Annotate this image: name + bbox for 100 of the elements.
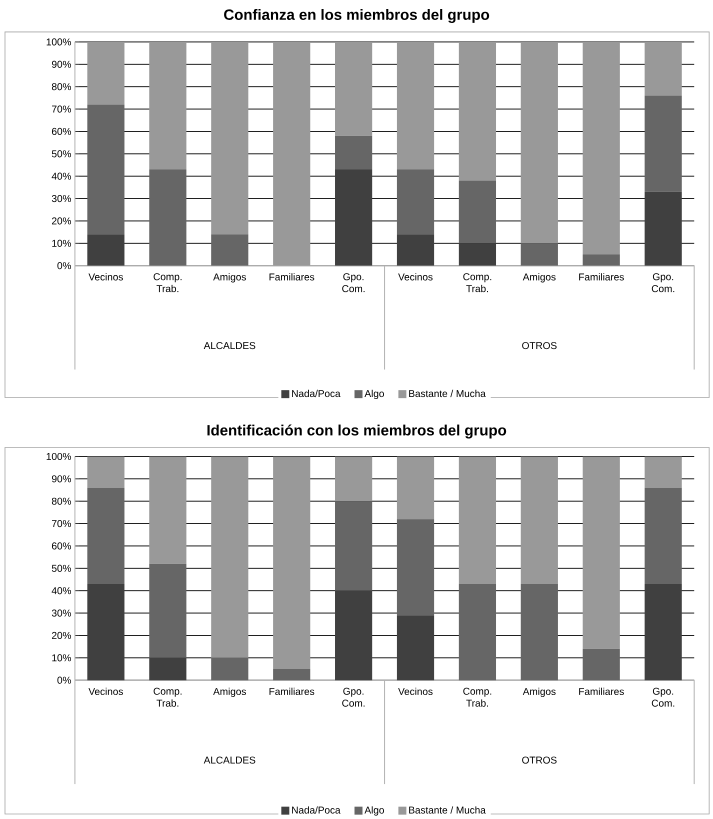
y-tick-label: 70%: [52, 520, 71, 528]
x-tick-label: Vecinos: [88, 688, 123, 696]
x-tick-label: Familiares: [579, 273, 624, 280]
bar: [334, 169, 372, 266]
bar: [273, 669, 310, 680]
bar: [149, 564, 186, 658]
x-tick-label: Amigos: [213, 688, 246, 697]
y-tick-label: 50%: [52, 564, 71, 572]
bar: [644, 96, 682, 192]
y-tick-label: 90%: [52, 475, 71, 482]
bar: [334, 136, 372, 170]
y-tick-label: 10%: [52, 240, 71, 247]
bar: [458, 456, 496, 584]
bar: [458, 243, 496, 266]
y-tick-label: 20%: [52, 217, 71, 224]
legend-label: Nada/Poca: [292, 806, 340, 814]
bar: [458, 42, 496, 181]
x-tick-label: Amigos: [213, 273, 246, 282]
y-tick-label: 30%: [52, 610, 71, 617]
bar: [396, 456, 434, 520]
bar: [334, 501, 372, 591]
x-tick-label: Gpo. Com.: [652, 273, 674, 292]
y-tick-label: 60%: [52, 542, 71, 550]
bar: [644, 488, 682, 584]
y-tick-label: 50%: [52, 150, 71, 158]
bar: [582, 42, 620, 254]
y-tick-label: 10%: [52, 654, 71, 662]
y-tick-label: 90%: [52, 60, 71, 68]
text: ALCALDES: [204, 756, 256, 764]
y-tick-label: 100%: [46, 38, 71, 46]
legend-label: Nada/Poca: [292, 390, 340, 398]
y-tick-label: 60%: [52, 128, 71, 135]
bar: [520, 584, 558, 680]
bar: [644, 42, 682, 96]
bar: [149, 169, 186, 266]
y-tick-label: 0%: [57, 262, 71, 270]
bar: [211, 234, 248, 266]
bar: [273, 456, 310, 670]
x-tick-label: Vecinos: [398, 273, 433, 280]
chart-title: Confianza en los miembros del grupo: [224, 8, 490, 23]
bar: [520, 243, 558, 266]
bar: [396, 234, 434, 266]
x-tick-label: Amigos: [522, 273, 556, 282]
bar: [396, 519, 434, 616]
x-tick-label: Familiares: [579, 688, 624, 696]
y-tick-label: 40%: [52, 587, 71, 594]
x-tick-label: Vecinos: [398, 688, 433, 696]
x-tick-label: Familiares: [269, 273, 314, 280]
bar: [334, 42, 372, 136]
bar: [87, 42, 124, 105]
y-tick-label: 80%: [52, 498, 71, 505]
x-tick-label: Gpo. Com.: [342, 273, 364, 292]
x-tick-label: Comp. Trab.: [463, 273, 492, 292]
x-tick-label: Vecinos: [88, 273, 123, 280]
x-tick-label: Comp. Trab.: [154, 273, 182, 292]
bar: [273, 42, 310, 266]
bar: [87, 104, 124, 234]
bar: [211, 456, 248, 658]
text: OTROS: [522, 756, 557, 764]
bar: [396, 169, 434, 234]
bar: [87, 488, 124, 584]
x-tick-label: Gpo. Com.: [342, 688, 364, 707]
text: OTROS: [522, 342, 557, 350]
bar: [334, 590, 372, 680]
bar: [149, 42, 186, 170]
x-tick-label: Comp. Trab.: [154, 688, 182, 707]
bar: [87, 584, 124, 680]
bar: [211, 42, 248, 234]
x-tick-label: Comp. Trab.: [463, 688, 492, 707]
bar: [149, 658, 186, 680]
chart-title: Identificación con los miembros del grupo: [207, 424, 506, 439]
bar: [520, 456, 558, 584]
legend-label: Algo: [364, 390, 384, 400]
y-tick-label: 80%: [52, 83, 71, 90]
bar: [582, 456, 620, 649]
bar: [458, 180, 496, 244]
x-tick-label: Gpo. Com.: [652, 688, 674, 707]
bar: [582, 648, 620, 680]
bar: [149, 456, 186, 564]
x-tick-label: Amigos: [522, 688, 556, 697]
bar: [520, 42, 558, 244]
y-tick-label: 70%: [52, 106, 71, 113]
bar: [334, 456, 372, 502]
legend-label: Bastante / Mucha: [409, 806, 486, 814]
bar: [458, 584, 496, 680]
y-tick-label: 0%: [57, 676, 71, 684]
bar: [396, 42, 434, 170]
legend-label: Bastante / Mucha: [409, 390, 486, 398]
y-tick-label: 30%: [52, 195, 71, 202]
legend-label: Algo: [364, 806, 384, 816]
bar: [211, 658, 248, 680]
bar: [87, 456, 124, 488]
bar: [582, 254, 620, 266]
bar: [87, 234, 124, 266]
x-tick-label: Familiares: [269, 688, 314, 696]
y-tick-label: 100%: [46, 452, 71, 460]
y-tick-label: 40%: [52, 172, 71, 180]
bar: [644, 584, 682, 680]
bar: [644, 456, 682, 488]
text: ALCALDES: [204, 342, 256, 350]
